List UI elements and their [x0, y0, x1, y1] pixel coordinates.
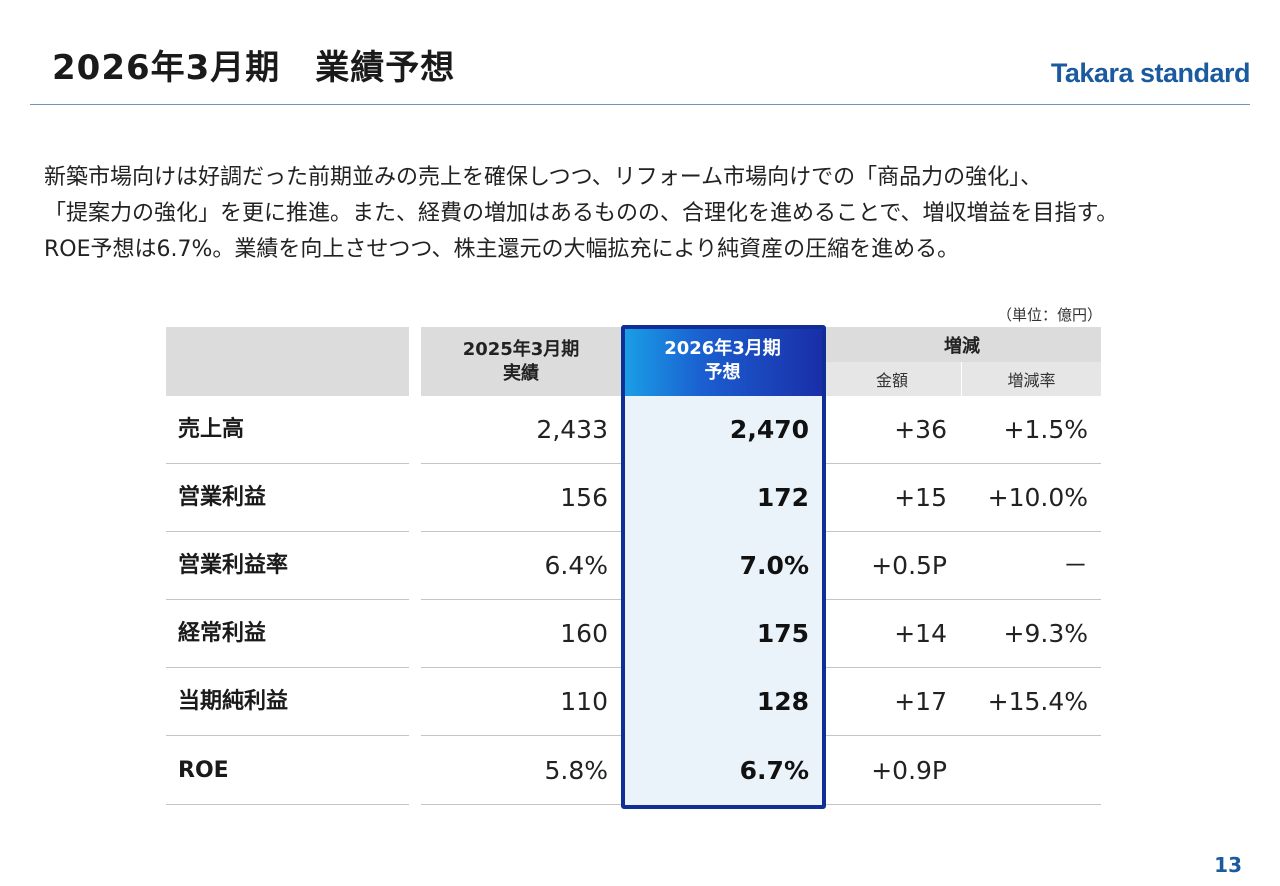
- header-change: 増減: [823, 327, 1101, 362]
- intro-line: 新築市場向けは好調だった前期並みの売上を確保しつつ、リフォーム市場向けでの「商品…: [44, 165, 1043, 190]
- row-label: 経常利益: [178, 621, 267, 646]
- change-amount: +17: [894, 687, 947, 716]
- forecast-value: 172: [756, 483, 809, 512]
- intro-line: ROE予想は6.7%。業績を向上させつつ、株主還元の大幅拡充により純資産の圧縮を…: [44, 237, 960, 262]
- table-row: 営業利益率 6.4% 7.0% +0.5P －: [0, 532, 1280, 600]
- header-prev-year: 2025年3月期 実績: [421, 327, 621, 396]
- table-row: 売上高 2,433 2,470 +36 +1.5%: [0, 396, 1280, 464]
- change-rate: +1.5%: [1003, 415, 1088, 444]
- row-divider: [823, 734, 1101, 736]
- forecast-column-fill: [622, 396, 823, 806]
- row-divider: [421, 734, 621, 736]
- page-title: 2026年3月期 業績予想: [52, 48, 456, 88]
- table-row: 経常利益 160 175 +14 +9.3%: [0, 600, 1280, 668]
- prev-value: 2,433: [536, 415, 608, 444]
- prev-value: 160: [560, 619, 608, 648]
- company-logo: Takara standard: [1050, 58, 1251, 88]
- change-amount: +36: [894, 415, 947, 444]
- row-label: 売上高: [178, 417, 245, 442]
- unit-label: （単位：億円）: [996, 306, 1102, 324]
- row-divider: [166, 462, 409, 464]
- row-divider: [166, 803, 409, 805]
- row-label: 当期純利益: [178, 689, 289, 714]
- row-divider: [823, 530, 1101, 532]
- header-prev-year-type: 実績: [503, 362, 539, 384]
- row-divider: [421, 666, 621, 668]
- prev-value: 6.4%: [544, 551, 608, 580]
- forecast-value: 7.0%: [739, 551, 809, 580]
- row-divider: [823, 462, 1101, 464]
- row-divider: [421, 530, 621, 532]
- row-divider: [166, 734, 409, 736]
- row-divider: [421, 462, 621, 464]
- row-label: 営業利益: [178, 485, 267, 510]
- change-rate: [962, 737, 1088, 805]
- table-row: 営業利益 156 172 +15 +10.0%: [0, 464, 1280, 532]
- header-change-amount: 金額: [823, 362, 961, 396]
- forecast-value: 2,470: [729, 415, 809, 444]
- row-divider: [421, 598, 621, 600]
- header-forecast-period: 2026年3月期: [664, 337, 781, 359]
- prev-value: 156: [560, 483, 608, 512]
- row-divider: [823, 803, 1101, 805]
- row-divider: [823, 666, 1101, 668]
- change-rate: －: [1062, 551, 1088, 580]
- change-amount: +0.5P: [871, 551, 947, 580]
- header-prev-year-period: 2025年3月期: [462, 338, 580, 360]
- prev-value: 5.8%: [544, 756, 608, 785]
- forecast-value: 6.7%: [739, 756, 809, 785]
- header-blank-cell: [166, 327, 409, 396]
- change-amount: +14: [894, 619, 947, 648]
- prev-value: 110: [560, 687, 608, 716]
- forecast-value: 128: [756, 687, 809, 716]
- row-divider: [823, 598, 1101, 600]
- row-divider: [166, 598, 409, 600]
- change-rate: +15.4%: [987, 687, 1088, 716]
- row-divider: [421, 803, 621, 805]
- change-rate: +9.3%: [1003, 619, 1088, 648]
- header-change-rate: 増減率: [962, 362, 1101, 396]
- row-divider: [166, 530, 409, 532]
- row-divider: [166, 666, 409, 668]
- change-rate: +10.0%: [987, 483, 1088, 512]
- change-amount: +15: [894, 483, 947, 512]
- change-amount: +0.9P: [871, 756, 947, 785]
- intro-text: 新築市場向けは好調だった前期並みの売上を確保しつつ、リフォーム市場向けでの「商品…: [44, 160, 1254, 268]
- row-label: 営業利益率: [178, 553, 289, 578]
- title-divider: [30, 104, 1250, 105]
- row-label: ROE: [178, 758, 229, 783]
- forecast-value: 175: [756, 619, 809, 648]
- intro-line: 「提案力の強化」を更に推進。また、経費の増加はあるものの、合理化を進めることで、…: [44, 201, 1119, 226]
- table-row: ROE 5.8% 6.7% +0.9P: [0, 737, 1280, 805]
- header-forecast-type: 予想: [704, 361, 741, 383]
- header-forecast: 2026年3月期 予想: [622, 325, 823, 396]
- table-row: 当期純利益 110 128 +17 +15.4%: [0, 668, 1280, 736]
- page-number: 13: [1214, 853, 1242, 877]
